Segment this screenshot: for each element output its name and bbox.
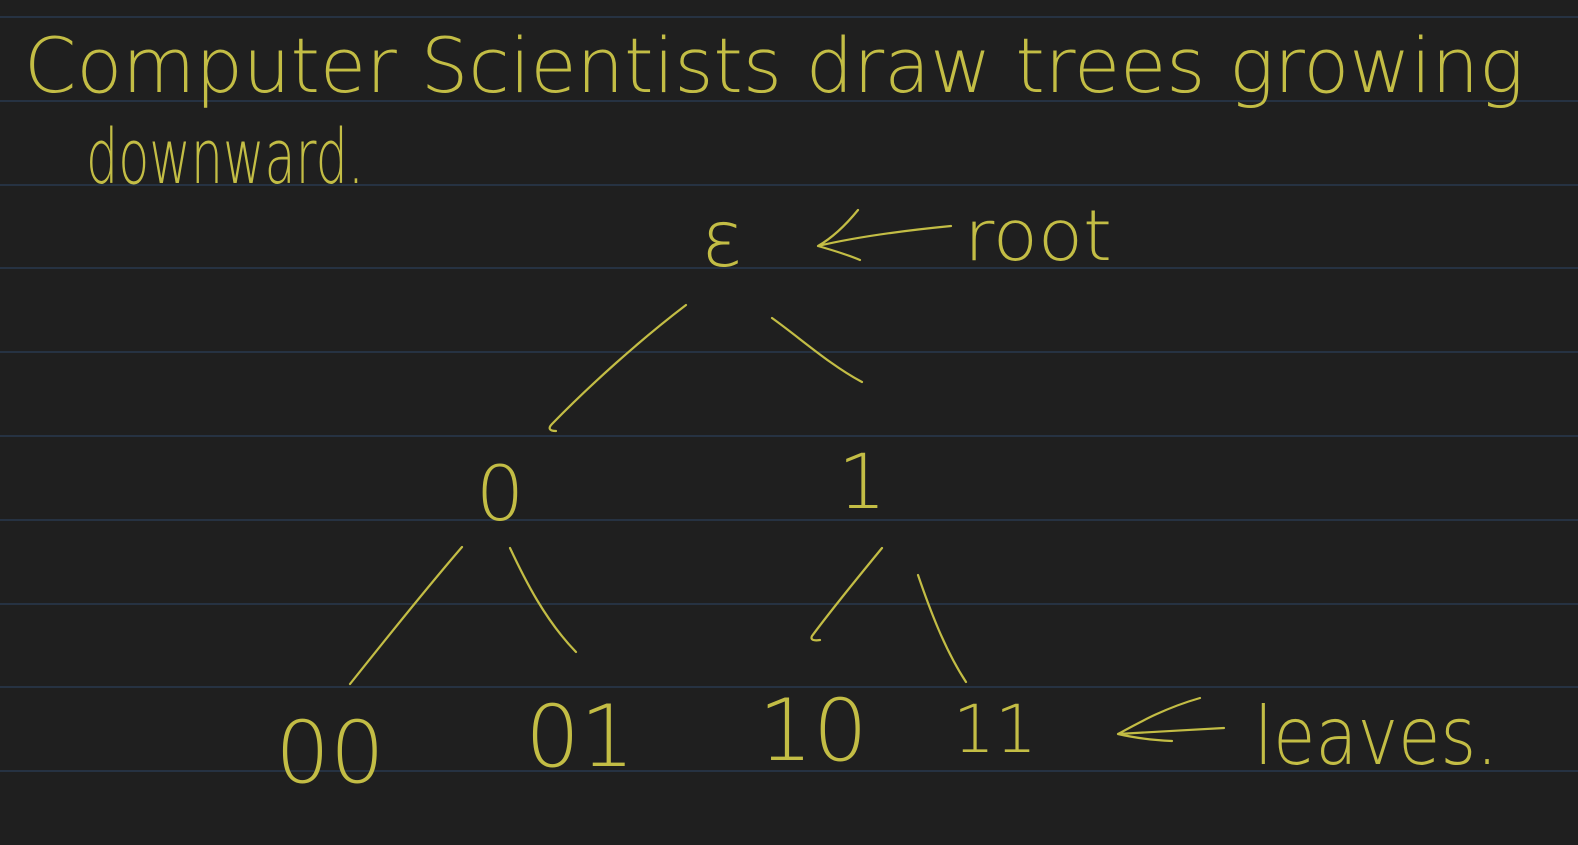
root-annotation: root: [964, 195, 1112, 277]
note-line-1: Computer Scientists draw trees growing: [24, 21, 1524, 110]
edge-0-to-01: [508, 546, 578, 654]
edge-1-to-11: [916, 573, 968, 684]
leaf-10-label: 10: [758, 681, 867, 781]
leaf-00-label: 00: [275, 703, 384, 803]
root-node-label: ε: [701, 195, 743, 285]
node-0-label: 0: [476, 449, 524, 538]
node-1-label: 1: [838, 437, 886, 526]
leaves-annotation: leaves.: [1254, 690, 1498, 783]
leaves-arrow-icon: [1116, 696, 1226, 743]
note-line-2: downward.: [86, 112, 364, 201]
edge-root-to-1: [770, 316, 864, 384]
edge-root-to-0: [548, 303, 688, 433]
edge-1-to-10: [810, 546, 884, 642]
edge-0-to-00: [348, 545, 464, 686]
leaf-01-label: 01: [525, 687, 634, 787]
root-arrow-icon: [816, 208, 953, 262]
leaf-11-label: 11: [953, 691, 1037, 768]
ruled-lines: [0, 16, 1578, 772]
